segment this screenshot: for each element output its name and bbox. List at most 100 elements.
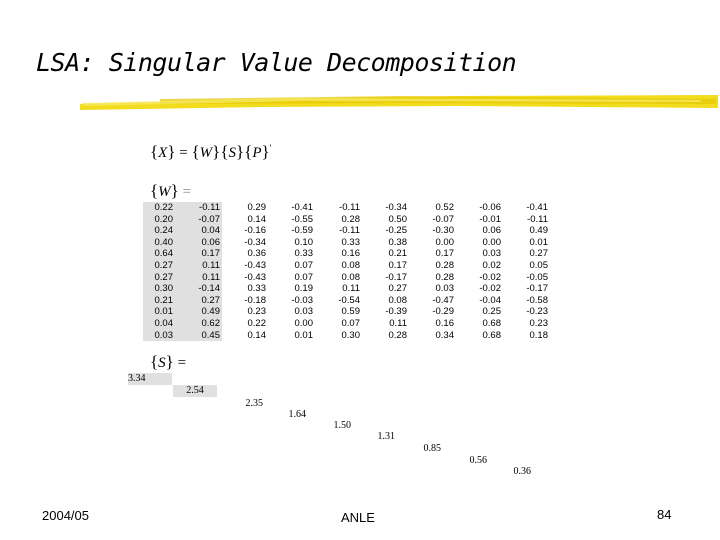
matrix-row: 0.27 0.11 -0.43 0.07 0.08 -0.17 0.28 -0.02 -0.05	[143, 271, 551, 284]
matrix-cell: 0.49	[529, 225, 549, 237]
matrix-cell: 0.22	[247, 317, 267, 329]
matrix-cell: -0.59	[291, 225, 313, 237]
matrix-cell: 0.33	[294, 248, 314, 260]
matrix-cell: 0.00	[294, 317, 314, 329]
matrix-row: 0.30 -0.14 0.33 0.19 0.11 0.27 0.03 -0.02 -0.17	[143, 283, 551, 295]
matrix-cell: -0.43	[244, 259, 266, 271]
matrix-cell: -0.58	[526, 294, 548, 306]
matrix-cell: -0.17	[385, 271, 407, 283]
matrix-cell: 0.02	[482, 259, 502, 271]
matrix-cell: -0.25	[385, 225, 407, 237]
matrix-cell: 0.21	[388, 248, 408, 260]
matrix-cell: -0.11	[339, 202, 360, 213]
matrix-cell: -0.30	[432, 225, 454, 237]
matrix-cell: 0.34	[435, 329, 455, 341]
matrix-cell: 0.06	[175, 236, 222, 249]
matrix-cell: -0.07	[432, 213, 454, 225]
matrix-cell: -0.14	[175, 283, 222, 295]
matrix-cell: 0.18	[529, 329, 549, 341]
matrix-cell: 0.16	[341, 248, 361, 260]
matrix-cell: 0.07	[341, 317, 361, 329]
matrix-cell: 0.22	[143, 202, 175, 214]
matrix-cell: -0.11	[527, 213, 548, 225]
matrix-cell: 0.24	[143, 225, 175, 237]
matrix-cell: 0.28	[435, 271, 455, 283]
matrix-cell: -0.01	[479, 213, 501, 225]
matrix-cell: 0.03	[143, 329, 175, 342]
matrix-cell: 0.59	[341, 306, 361, 318]
matrix-row: 0.40 0.06 -0.34 0.10 0.33 0.38 0.00 0.00 0.01	[143, 236, 551, 249]
matrix-cell: -0.43	[244, 271, 266, 283]
matrix-cell: 0.07	[294, 271, 314, 283]
matrix-cell: 0.29	[247, 202, 267, 213]
s-diagonal-value: 2.54	[173, 385, 217, 397]
matrix-cell: -0.34	[244, 236, 266, 248]
matrix-cell: 0.27	[143, 259, 175, 272]
matrix-cell: 0.62	[175, 317, 222, 330]
matrix-row: 0.04 0.62 0.22 0.00 0.07 0.11 0.16 0.68 0.23	[143, 317, 551, 330]
matrix-cell: 0.11	[175, 259, 222, 272]
matrix-cell: 0.27	[529, 248, 549, 260]
matrix-cell: 0.50	[388, 213, 408, 225]
matrix-cell: -0.41	[526, 202, 548, 213]
matrix-cell: -0.34	[385, 202, 407, 213]
matrix-cell: 0.17	[388, 259, 408, 271]
matrix-cell: -0.03	[291, 294, 313, 306]
matrix-cell: 0.11	[389, 317, 407, 329]
matrix-cell: 0.33	[247, 283, 267, 295]
s-diagonal-value: 0.36	[513, 466, 532, 477]
matrix-row: 0.27 0.11 -0.43 0.07 0.08 0.17 0.28 0.02 0.05	[143, 259, 551, 272]
matrix-cell: -0.05	[526, 271, 548, 283]
matrix-cell: 0.19	[294, 283, 314, 295]
s-diagonal-value: 1.50	[333, 420, 352, 431]
matrix-cell: -0.16	[244, 225, 266, 237]
matrix-cell: 0.68	[482, 317, 502, 329]
matrix-cell: -0.17	[526, 283, 548, 295]
matrix-cell: 0.52	[435, 202, 455, 213]
w-matrix: 0.22 -0.11 0.29 -0.41 -0.11 -0.34 0.52 -0.06 -0.…	[143, 202, 551, 342]
matrix-cell: 0.05	[529, 259, 549, 271]
matrix-cell: 0.03	[482, 248, 502, 260]
matrix-cell: 0.38	[388, 236, 408, 248]
matrix-cell: 0.00	[482, 236, 502, 248]
matrix-cell: 0.49	[175, 306, 222, 318]
matrix-cell: 0.01	[529, 236, 549, 248]
matrix-cell: -0.47	[432, 294, 454, 306]
matrix-row: 0.22 -0.11 0.29 -0.41 -0.11 -0.34 0.52 -0.06 -0.…	[143, 202, 551, 214]
matrix-cell: 0.11	[175, 271, 222, 284]
matrix-cell: 0.08	[341, 259, 361, 271]
matrix-cell: 0.30	[341, 329, 361, 341]
matrix-row: 0.03 0.45 0.14 0.01 0.30 0.28 0.34 0.68 0.18	[143, 329, 551, 342]
matrix-cell: 0.00	[435, 236, 455, 248]
matrix-cell: 0.14	[247, 329, 267, 341]
matrix-cell: -0.02	[479, 283, 501, 295]
matrix-cell: 0.28	[435, 259, 455, 271]
matrix-cell: 0.06	[482, 225, 502, 237]
matrix-row: 0.24 0.04 -0.16 -0.59 -0.11 -0.25 -0.30 0.06 0.4…	[143, 225, 551, 237]
matrix-cell: -0.11	[339, 225, 360, 237]
matrix-cell: -0.02	[479, 271, 501, 283]
matrix-cell: 0.03	[294, 306, 314, 318]
matrix-cell: 0.08	[341, 271, 361, 283]
matrix-cell: -0.11	[175, 202, 222, 214]
svd-equation: {X} = {W}{S}{P}'	[150, 142, 272, 161]
matrix-cell: 0.68	[482, 329, 502, 341]
matrix-cell: -0.18	[244, 294, 266, 306]
matrix-cell: 0.30	[143, 283, 175, 295]
matrix-cell: 0.14	[247, 213, 267, 225]
matrix-cell: 0.07	[294, 259, 314, 271]
w-matrix-label: {W} =	[150, 181, 192, 200]
matrix-cell: 0.04	[143, 317, 175, 330]
matrix-cell: 0.01	[143, 306, 175, 318]
s-diagonal-value: 1.64	[288, 409, 307, 420]
matrix-cell: 0.45	[175, 329, 222, 342]
matrix-cell: 0.33	[341, 236, 361, 248]
matrix-cell: -0.54	[338, 294, 360, 306]
matrix-cell: 0.27	[388, 283, 408, 295]
matrix-cell: 0.21	[143, 294, 175, 307]
s-diagonal-value: 0.85	[423, 443, 442, 454]
matrix-cell: -0.04	[479, 294, 501, 306]
footer-page-number: 84	[657, 507, 672, 522]
matrix-cell: 0.17	[435, 248, 455, 260]
s-diagonal-value: 3.34	[128, 373, 172, 385]
